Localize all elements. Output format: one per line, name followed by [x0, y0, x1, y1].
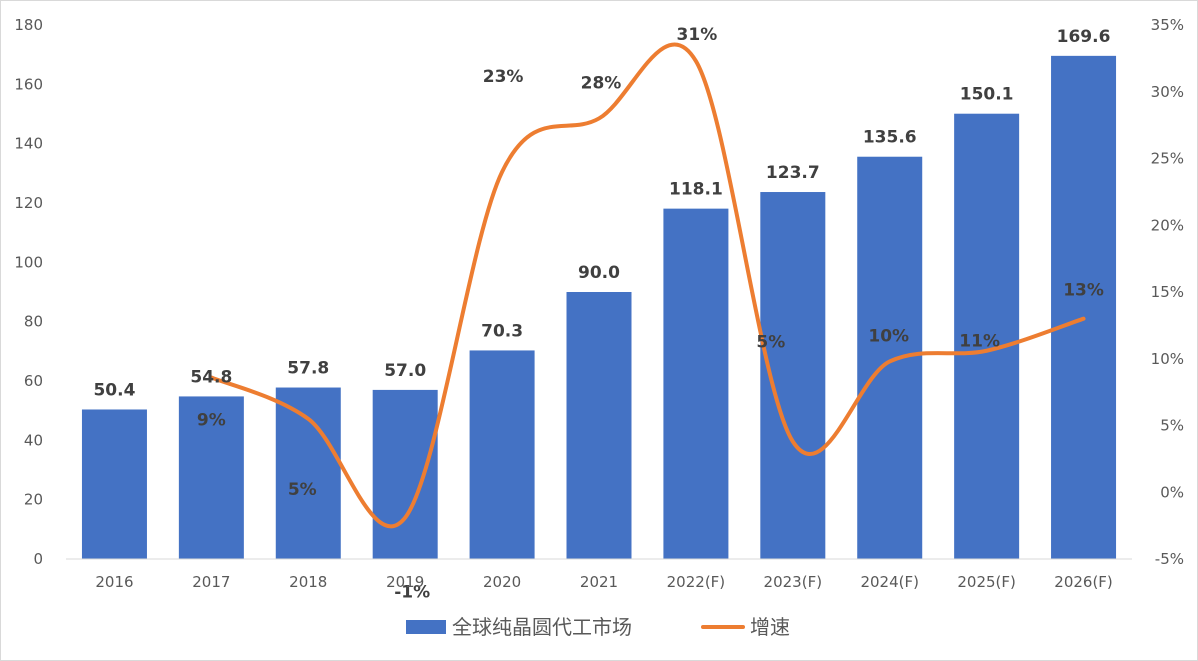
bar	[81, 409, 147, 559]
growth-value-label: 10%	[868, 326, 909, 346]
x-tick-label: 2024(F)	[860, 573, 919, 591]
bar	[857, 156, 923, 559]
axes-group: 0 20 40 60 80 100 120 140 160 180 -5% 0% 5% 10% 15% 20%…	[14, 16, 1184, 591]
y-left-tick-label: 0	[33, 550, 43, 568]
bar	[663, 208, 729, 560]
bar-value-label: 90.0	[578, 263, 620, 283]
growth-line	[209, 42, 1086, 529]
y-left-tick-label: 140	[14, 135, 43, 153]
bar-value-label: 57.0	[384, 361, 426, 381]
y-left-tick-label: 20	[24, 491, 43, 509]
y-right-tick-label: 35%	[1151, 16, 1184, 34]
y-left-tick-label: 80	[24, 313, 43, 331]
growth-value-label: 23%	[483, 67, 524, 87]
bar	[275, 387, 341, 559]
bar-value-label: 150.1	[960, 85, 1014, 105]
x-tick-label: 2018	[289, 573, 327, 591]
bar-value-label: 135.6	[863, 128, 917, 148]
growth-value-label: 11%	[959, 332, 1000, 352]
bar-value-label: 118.1	[669, 180, 723, 200]
data-labels-group: 50.4 54.8 57.8 57.0 70.3 90.0 118.1 123.7 135.6 1…	[93, 25, 1110, 603]
y-right-tick-label: 5%	[1160, 417, 1184, 435]
bar-value-label: 123.7	[766, 163, 820, 183]
y-right-tick-label: 10%	[1151, 350, 1184, 368]
y-right-tick-label: 20%	[1151, 216, 1184, 234]
x-tick-label: 2022(F)	[667, 573, 726, 591]
x-tick-label: 2016	[95, 573, 133, 591]
y-right-tick-label: 0%	[1160, 483, 1184, 501]
x-tick-label: 2025(F)	[957, 573, 1016, 591]
bar-value-label: 50.4	[93, 380, 135, 400]
bar-value-label: 54.8	[190, 367, 232, 387]
x-tick-label: 2026(F)	[1054, 573, 1113, 591]
growth-value-label: 5%	[756, 333, 785, 353]
growth-value-label: 31%	[677, 25, 718, 45]
x-tick-label: 2020	[483, 573, 521, 591]
y-right-tick-label: 30%	[1151, 83, 1184, 101]
y-right-tick-label: 15%	[1151, 283, 1184, 301]
bar-value-label: 169.6	[1057, 27, 1111, 47]
bar-value-label: 57.8	[287, 359, 329, 379]
bar	[372, 389, 438, 559]
bar-value-label: 70.3	[481, 321, 523, 341]
growth-value-label: 9%	[197, 410, 226, 430]
x-tick-label: 2023(F)	[764, 573, 823, 591]
line-series-group	[209, 42, 1086, 529]
y-left-tick-label: 100	[14, 253, 43, 271]
growth-value-label: -1%	[394, 583, 430, 603]
legend-label-bar: 全球纯晶圆代工市场	[452, 615, 632, 639]
y-left-tick-label: 60	[24, 372, 43, 390]
y-left-tick-label: 120	[14, 194, 43, 212]
bar	[178, 396, 244, 559]
bar	[566, 292, 632, 559]
bar-series-group	[81, 55, 1117, 560]
y-left-tick-label: 180	[14, 16, 43, 34]
bar	[1051, 55, 1117, 559]
y-right-tick-label: 25%	[1151, 150, 1184, 168]
x-tick-label: 2017	[192, 573, 230, 591]
growth-value-label: 28%	[581, 73, 622, 93]
growth-value-label: 5%	[288, 480, 317, 500]
growth-value-label: 13%	[1063, 281, 1104, 301]
x-tick-label: 2021	[580, 573, 618, 591]
legend-swatch-bar	[406, 620, 446, 634]
y-right-tick-label: -5%	[1155, 550, 1184, 568]
legend: 全球纯晶圆代工市场 增速	[406, 615, 790, 639]
y-left-tick-label: 40	[24, 431, 43, 449]
y-left-tick-label: 160	[14, 75, 43, 93]
x-tick-label: 2019	[386, 573, 424, 591]
legend-label-line: 增速	[750, 615, 790, 639]
bar	[954, 113, 1020, 559]
bar	[469, 350, 535, 559]
